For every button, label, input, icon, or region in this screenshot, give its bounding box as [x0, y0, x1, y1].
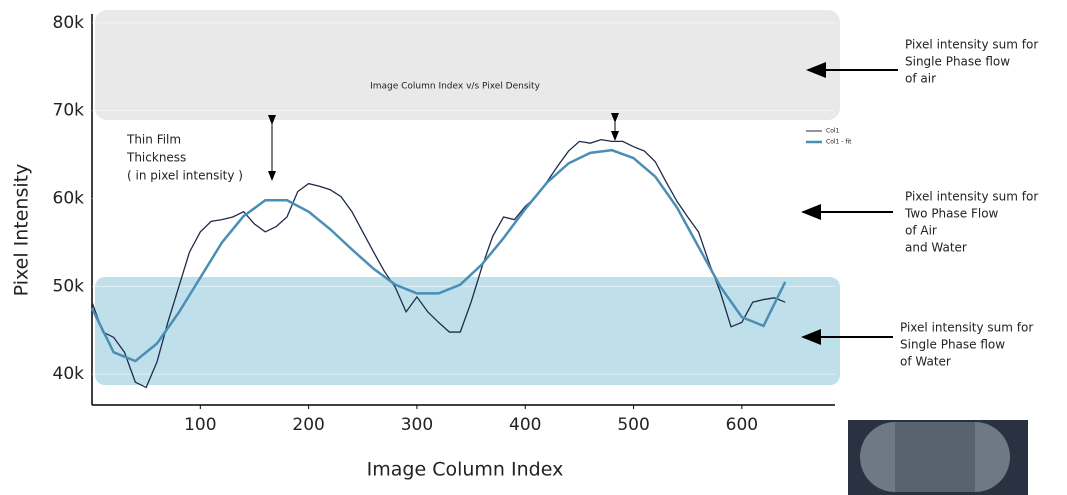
x-tick-label: 200 [292, 415, 324, 435]
air-region [95, 10, 840, 120]
y-axis-label: Pixel Intensity [11, 164, 33, 297]
y-tick-label: 40k [53, 364, 85, 384]
x-tick-label: 300 [401, 415, 433, 435]
annotation: Pixel intensity sum for [905, 38, 1038, 52]
annotation: of Air [905, 224, 937, 238]
y-tick-label: 80k [53, 13, 85, 33]
water-region [95, 277, 840, 385]
annotation: Pixel intensity sum for [905, 190, 1038, 204]
x-tick-label: 500 [617, 415, 649, 435]
x-axis-label: Image Column Index [367, 459, 564, 481]
annotation: Two Phase Flow [904, 207, 999, 221]
annotation: Single Phase flow [905, 55, 1010, 69]
chart-title: Image Column Index v/s Pixel Density [370, 82, 540, 92]
annotation: Thin Film [126, 133, 181, 147]
legend-label: Col1 - fit [826, 139, 852, 146]
legend-label: Col1 [826, 128, 840, 135]
x-tick-label: 600 [726, 415, 758, 435]
sample-image [848, 420, 1028, 495]
annotation: of Water [900, 355, 951, 369]
annotation: Thickness [126, 151, 186, 165]
line [91, 138, 786, 389]
annotation: Pixel intensity sum for [900, 321, 1033, 335]
annotation: Single Phase flow [900, 338, 1005, 352]
annotation: and Water [905, 241, 967, 255]
y-tick-label: 50k [53, 276, 85, 296]
y-tick-label: 70k [53, 101, 85, 121]
annotation: ( in pixel intensity ) [127, 169, 243, 183]
x-tick-label: 400 [509, 415, 541, 435]
y-tick-label: 60k [53, 189, 85, 209]
x-tick-label: 100 [184, 415, 216, 435]
annotation: of air [905, 72, 936, 86]
line [90, 148, 787, 363]
